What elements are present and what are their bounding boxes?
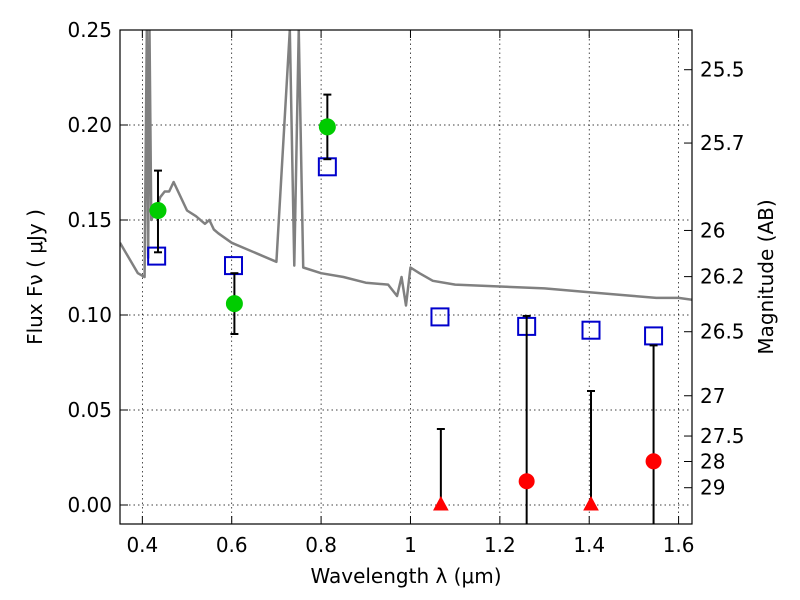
low-signal-point (645, 453, 662, 470)
right-tick-label: 25.5 (700, 58, 745, 82)
x-tick-label: 0.8 (305, 533, 337, 557)
model-spectrum-line (120, 30, 692, 307)
right-tick-label: 26.2 (700, 265, 745, 289)
markers (147, 93, 664, 524)
x-tick-label: 0.6 (216, 533, 248, 557)
y-tick-label: 0.05 (67, 398, 112, 422)
plot-data (120, 30, 692, 307)
model-photometry-point (581, 320, 601, 340)
x-tick-label: 1.4 (573, 533, 605, 557)
right-tick-label: 27 (700, 384, 725, 408)
detection-point (225, 295, 243, 313)
right-tick-label: 29 (700, 476, 725, 500)
detection-point (149, 202, 167, 219)
right-tick-label: 25.7 (700, 131, 745, 155)
grid-lines (120, 29, 692, 524)
upper-limit-marker (583, 495, 599, 511)
model-photometry-point (147, 246, 167, 266)
y-tick-label: 0.20 (67, 113, 112, 137)
right-tick-label: 27.5 (700, 424, 745, 448)
x-tick-label: 1.2 (484, 533, 516, 557)
right-tick-label: 26 (700, 218, 725, 242)
detection-point (318, 118, 336, 136)
x-axis-title: Wavelength λ (μm) (310, 564, 501, 588)
x-tick-label: 0.4 (126, 533, 158, 557)
model-photometry-point (430, 307, 450, 327)
x-tick-label: 1.6 (663, 533, 695, 557)
y-axis-left: 0.00 0.05 0.10 0.15 0.20 0.25 (67, 18, 128, 517)
x-tick-label: 1 (404, 533, 417, 557)
x-axis: 0.4 0.6 0.8 1 1.2 1.4 1.6 (126, 30, 695, 557)
model-photometry-point (644, 326, 664, 346)
y-axis-right: 25.5 25.7 26 26.2 26.5 27 27.528 29 (684, 58, 745, 500)
y-axis-title: Flux Fν ( μJy ) (23, 209, 47, 345)
low-signal-point (518, 473, 535, 490)
right-tick-label: 26.5 (700, 320, 745, 344)
y-tick-label: 0.15 (67, 208, 112, 232)
plot-frame (119, 29, 693, 525)
model-photometry-point (224, 256, 244, 276)
right-tick-label: 28 (700, 449, 725, 473)
y-tick-label: 0.25 (67, 18, 112, 42)
upper-limit-marker (433, 495, 449, 511)
y-tick-label: 0.10 (67, 303, 112, 327)
right-axis-title: Magnitude (AB) (754, 199, 778, 354)
y-tick-label: 0.00 (67, 493, 112, 517)
